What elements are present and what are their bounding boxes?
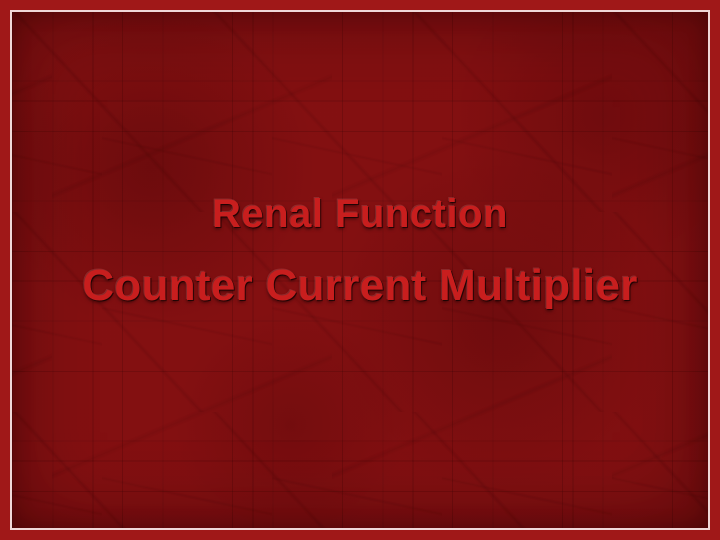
slide-title: Renal Function bbox=[212, 190, 508, 238]
slide-content: Renal Function Counter Current Multiplie… bbox=[12, 12, 708, 528]
slide-outer-frame: Renal Function Counter Current Multiplie… bbox=[0, 0, 720, 540]
slide-subtitle: Counter Current Multiplier bbox=[82, 262, 637, 310]
slide-inner-frame: Renal Function Counter Current Multiplie… bbox=[10, 10, 710, 530]
